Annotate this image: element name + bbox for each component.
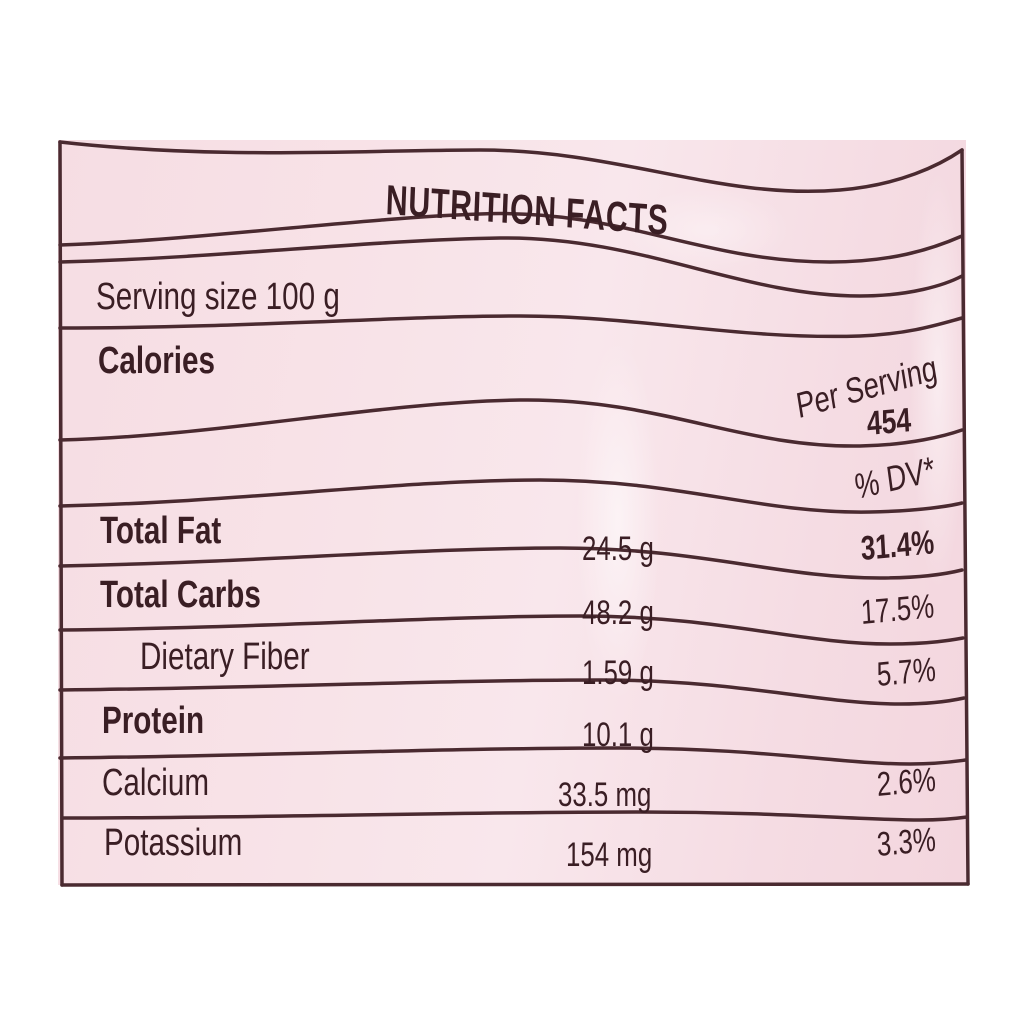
rule-top-3 <box>58 236 964 298</box>
row-amount-protein: 10.1 g <box>582 716 654 754</box>
row-dv-total-carbs: 17.5% <box>859 587 936 633</box>
rule-top-2 <box>58 211 964 264</box>
row-label-total-carbs: Total Carbs <box>100 574 261 616</box>
rule-protein <box>58 746 968 766</box>
rule-calcium <box>60 810 969 822</box>
calories-label: Calories <box>98 340 215 382</box>
rule-fat <box>58 546 964 580</box>
row-dv-potassium: 3.3% <box>875 820 937 865</box>
row-dv-dietary-fiber: 5.7% <box>875 650 937 695</box>
row-amount-potassium: 154 mg <box>566 836 653 874</box>
rule-calories <box>58 398 964 448</box>
row-amount-dietary-fiber: 1.59 g <box>582 654 654 692</box>
row-amount-calcium: 33.5 mg <box>558 776 652 814</box>
frame-left <box>58 140 64 887</box>
serving-size: Serving size 100 g <box>96 276 340 318</box>
rule-top-1 <box>58 140 964 194</box>
calories-value: 454 <box>865 401 913 444</box>
row-label-total-fat: Total Fat <box>100 510 222 552</box>
rule-serving <box>58 314 964 339</box>
frame-right <box>960 148 970 886</box>
rule-fiber <box>58 678 966 706</box>
row-label-dietary-fiber: Dietary Fiber <box>140 636 310 678</box>
row-amount-total-fat: 24.5 g <box>582 530 654 568</box>
row-label-protein: Protein <box>102 700 205 742</box>
row-label-potassium: Potassium <box>104 822 243 864</box>
rule-dv <box>58 478 964 514</box>
row-dv-calcium: 2.6% <box>875 760 937 805</box>
frame-bottom <box>60 882 970 887</box>
row-amount-total-carbs: 48.2 g <box>582 594 654 632</box>
row-label-calcium: Calcium <box>102 762 210 804</box>
rule-carbs <box>58 614 965 646</box>
row-dv-total-fat: 31.4% <box>859 523 936 569</box>
